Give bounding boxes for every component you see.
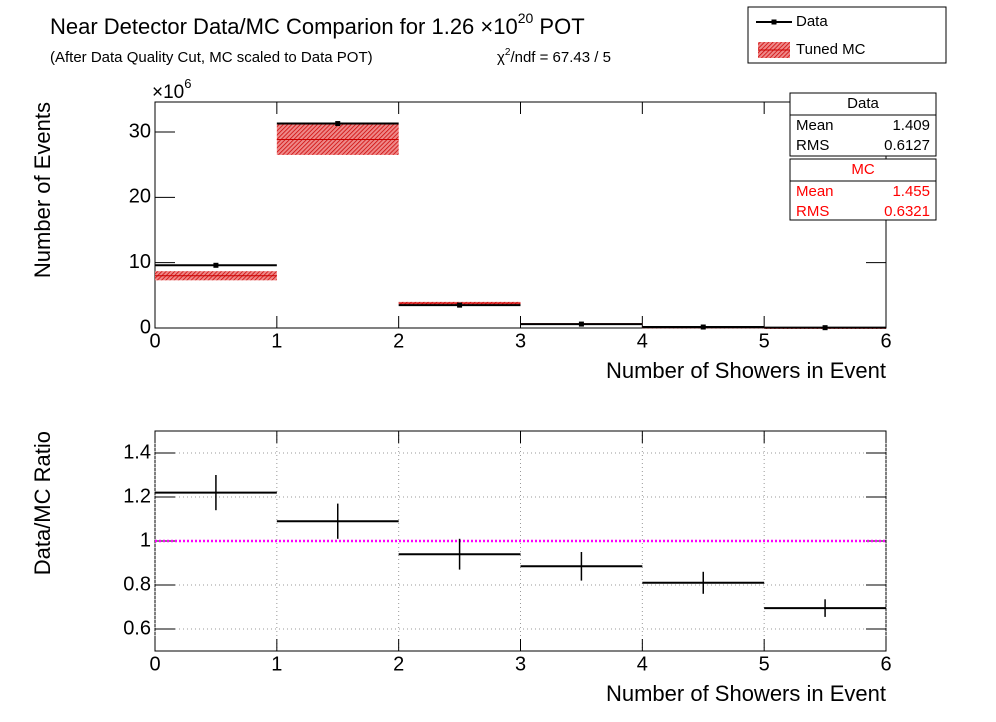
- y-tick-label: 10: [129, 251, 151, 273]
- y-multiplier: ×106: [152, 76, 191, 103]
- x-tick-label: 0: [149, 330, 160, 352]
- stats-label: RMS: [796, 203, 829, 220]
- y-tick-label: 20: [129, 186, 151, 208]
- y-axis-label: Data/MC Ratio: [30, 431, 55, 575]
- subtitle: (After Data Quality Cut, MC scaled to Da…: [50, 49, 373, 66]
- chi2: χ2/ndf = 67.43 / 5: [497, 47, 611, 66]
- x-axis-label: Number of Showers in Event: [606, 681, 886, 706]
- y-tick-label: 0: [140, 316, 151, 338]
- stats-value: 0.6127: [884, 137, 930, 154]
- mult-text: ×10: [152, 82, 184, 103]
- data-point: [457, 302, 463, 308]
- x-tick-label: 2: [393, 653, 404, 675]
- chi2-sup: 2: [505, 47, 511, 58]
- stats-box: [789, 92, 937, 157]
- x-tick-label: 3: [515, 653, 526, 675]
- stats-value: 1.409: [892, 117, 930, 134]
- stats-label: RMS: [796, 137, 829, 154]
- mult-sup: 6: [184, 76, 191, 91]
- x-tick-label: 6: [880, 330, 891, 352]
- title-text: Near Detector Data/MC Comparion for 1.26…: [50, 14, 518, 39]
- data-point: [213, 262, 219, 268]
- x-tick-label: 0: [149, 653, 160, 675]
- chart-title: Near Detector Data/MC Comparion for 1.26…: [50, 10, 585, 39]
- title-suffix: POT: [533, 14, 584, 39]
- legend-label: Tuned MC: [796, 41, 866, 58]
- data-point: [335, 121, 341, 127]
- data-point: [822, 325, 828, 331]
- x-tick-label: 2: [393, 330, 404, 352]
- legend-label: Data: [796, 13, 828, 30]
- data-point: [578, 321, 584, 327]
- y-axis-label: Number of Events: [30, 102, 55, 278]
- y-tick-label: 0.6: [123, 617, 151, 639]
- y-tick-label: 1.4: [123, 441, 151, 463]
- stats-label: Mean: [796, 117, 834, 134]
- y-tick-label: 1.2: [123, 485, 151, 507]
- stats-value: 0.6321: [884, 203, 930, 220]
- y-tick-label: 0.8: [123, 573, 151, 595]
- stats-value: 1.455: [892, 183, 930, 200]
- x-tick-label: 5: [759, 330, 770, 352]
- x-tick-label: 5: [759, 653, 770, 675]
- x-tick-label: 6: [880, 653, 891, 675]
- x-tick-label: 1: [271, 330, 282, 352]
- data-point: [700, 324, 706, 330]
- stats-box: [789, 158, 937, 221]
- stats-title: Data: [847, 95, 879, 112]
- legend-data-marker: [771, 19, 777, 25]
- x-axis-label: Number of Showers in Event: [606, 358, 886, 383]
- x-tick-label: 3: [515, 330, 526, 352]
- y-tick-label: 30: [129, 120, 151, 142]
- x-tick-label: 4: [637, 653, 648, 675]
- stats-title: MC: [851, 161, 874, 178]
- title-sup: 20: [518, 10, 534, 26]
- x-tick-label: 1: [271, 653, 282, 675]
- x-tick-label: 4: [637, 330, 648, 352]
- stats-label: Mean: [796, 183, 834, 200]
- chi2-suffix: /ndf = 67.43 / 5: [510, 49, 611, 66]
- chi2-text: χ: [497, 49, 505, 66]
- y-tick-label: 1: [140, 529, 151, 551]
